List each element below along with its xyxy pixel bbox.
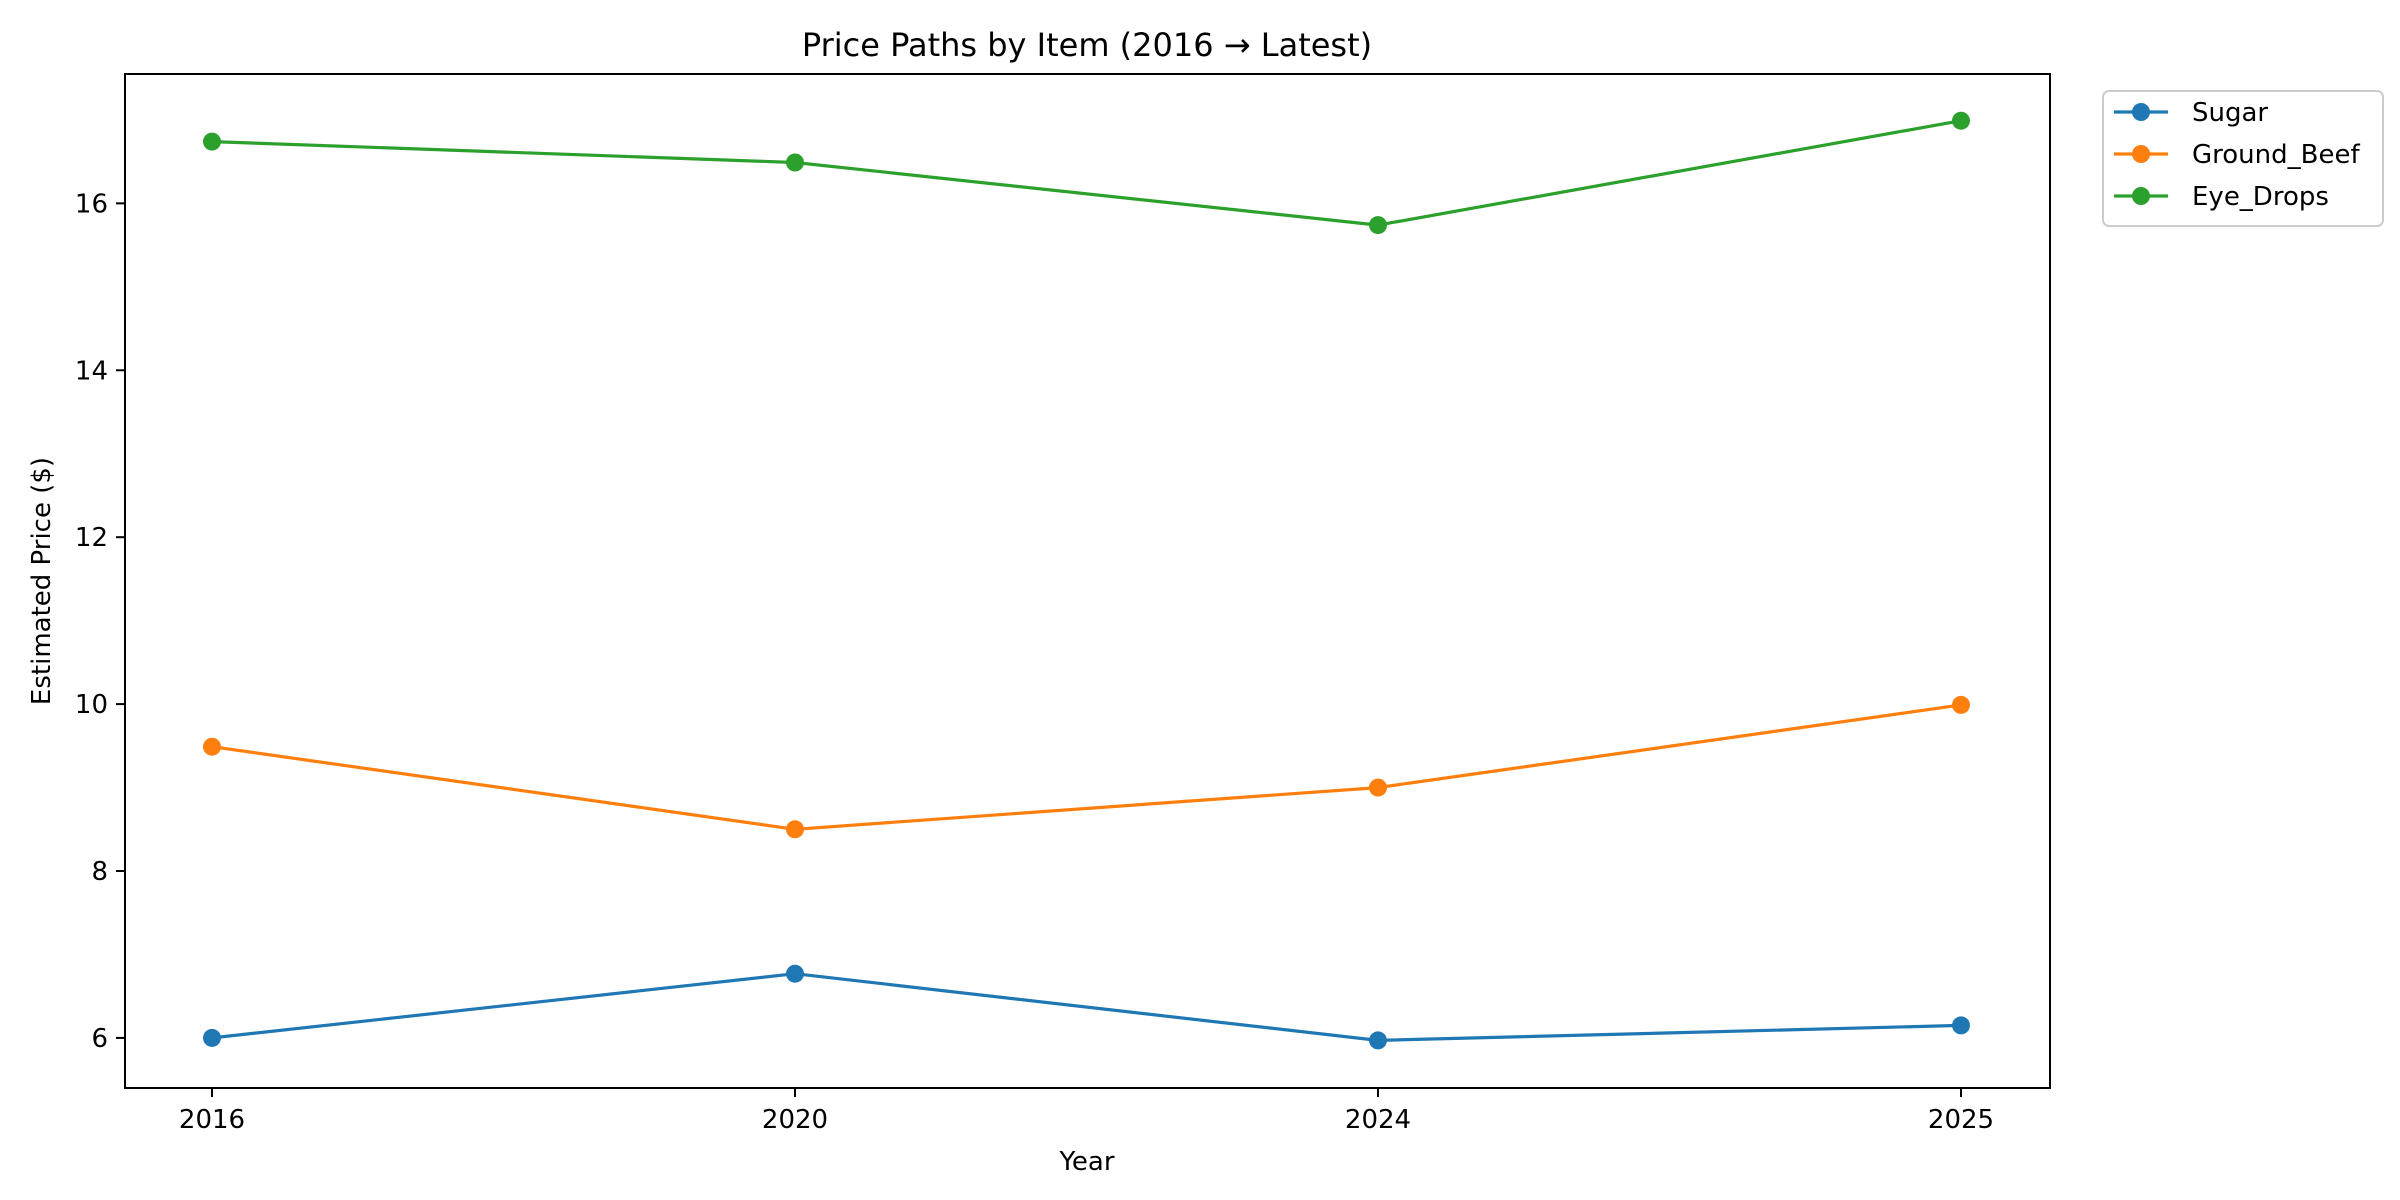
x-tick-label: 2020	[762, 1105, 828, 1135]
series-eye-drops	[203, 111, 1970, 235]
data-point	[203, 132, 221, 151]
data-point	[1952, 695, 1970, 714]
plot-frame	[124, 73, 2051, 1089]
y-tick-label: 12	[75, 523, 108, 553]
legend-box	[2102, 90, 2384, 227]
legend-label: Ground_Beef	[2192, 140, 2360, 170]
y-tick-label: 14	[75, 356, 108, 386]
data-point	[203, 1028, 221, 1047]
legend-label: Sugar	[2192, 98, 2268, 128]
legend-item: Ground_Beef	[2114, 140, 2360, 170]
legend-marker	[2132, 103, 2150, 121]
y-tick-label: 6	[91, 1024, 108, 1054]
legend-marker	[2132, 145, 2150, 163]
plot-area	[203, 111, 1970, 1050]
data-point	[1369, 778, 1387, 797]
x-tick-label: 2024	[1345, 1105, 1411, 1135]
x-axis: 2016 2020 2024 2025	[179, 1088, 1994, 1135]
data-point	[1369, 216, 1387, 235]
series-line	[211, 119, 1962, 227]
legend-marker	[2132, 187, 2150, 205]
data-point	[1952, 111, 1970, 130]
chart-title: Price Paths by Item (2016 → Latest)	[802, 26, 1372, 64]
data-point	[786, 964, 804, 983]
legend-label: Eye_Drops	[2192, 182, 2329, 212]
data-point	[203, 737, 221, 756]
y-tick-label: 16	[75, 189, 108, 219]
data-point	[1369, 1031, 1387, 1050]
series-line	[211, 703, 1962, 831]
series-sugar	[203, 964, 1970, 1050]
x-tick-label: 2025	[1928, 1105, 1994, 1135]
x-axis-label: Year	[1058, 1147, 1114, 1177]
y-axis: 6 8 10 12 14 16	[75, 189, 125, 1054]
y-tick-label: 8	[91, 857, 108, 887]
series-ground-beef	[203, 695, 1970, 839]
legend-item: Sugar	[2114, 98, 2268, 128]
x-tick-label: 2016	[179, 1105, 245, 1135]
legend-item: Eye_Drops	[2114, 182, 2329, 212]
data-point	[786, 820, 804, 839]
series-line	[211, 972, 1962, 1043]
legend: Sugar Ground_Beef Eye_Drops	[2102, 90, 2384, 227]
data-point	[1952, 1016, 1970, 1035]
y-axis-label: Estimated Price ($)	[27, 457, 57, 705]
y-tick-label: 10	[75, 690, 108, 720]
data-point	[786, 153, 804, 172]
